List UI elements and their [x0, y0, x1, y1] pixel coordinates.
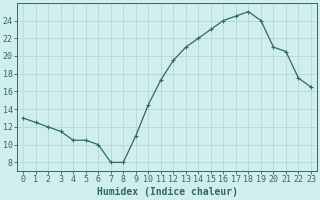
X-axis label: Humidex (Indice chaleur): Humidex (Indice chaleur): [97, 187, 237, 197]
